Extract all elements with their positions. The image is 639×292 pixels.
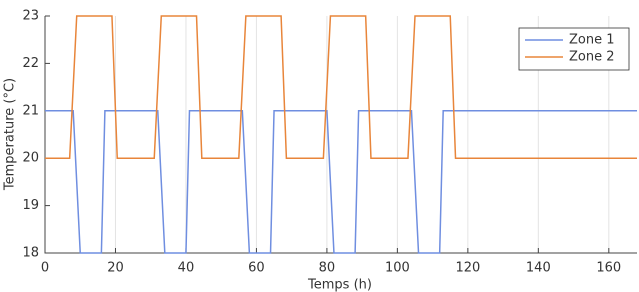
x-tick-label: 160 [596,261,621,276]
x-tick-label: 80 [319,261,336,276]
y-tick-label: 18 [22,246,39,261]
x-tick-label: 120 [455,261,480,276]
legend-label: Zone 1 [569,33,615,48]
legend-label: Zone 2 [569,50,615,65]
y-tick-label: 23 [22,9,39,24]
y-tick-label: 22 [22,56,39,71]
y-tick-label: 19 [22,198,39,213]
x-tick-label: 100 [385,261,410,276]
x-axis-label: Temps (h) [307,278,372,292]
y-axis-label: Temperature (°C) [3,78,18,191]
data-line [45,110,637,254]
x-tick-label: 0 [41,261,49,276]
x-tick-label: 60 [248,261,265,276]
x-tick-label: 140 [526,261,551,276]
y-tick-label: 21 [22,103,39,118]
x-tick-label: 20 [107,261,124,276]
legend-box [518,27,630,71]
data-line [45,15,637,159]
x-tick-label: 40 [178,261,195,276]
y-tick-label: 20 [22,151,39,166]
